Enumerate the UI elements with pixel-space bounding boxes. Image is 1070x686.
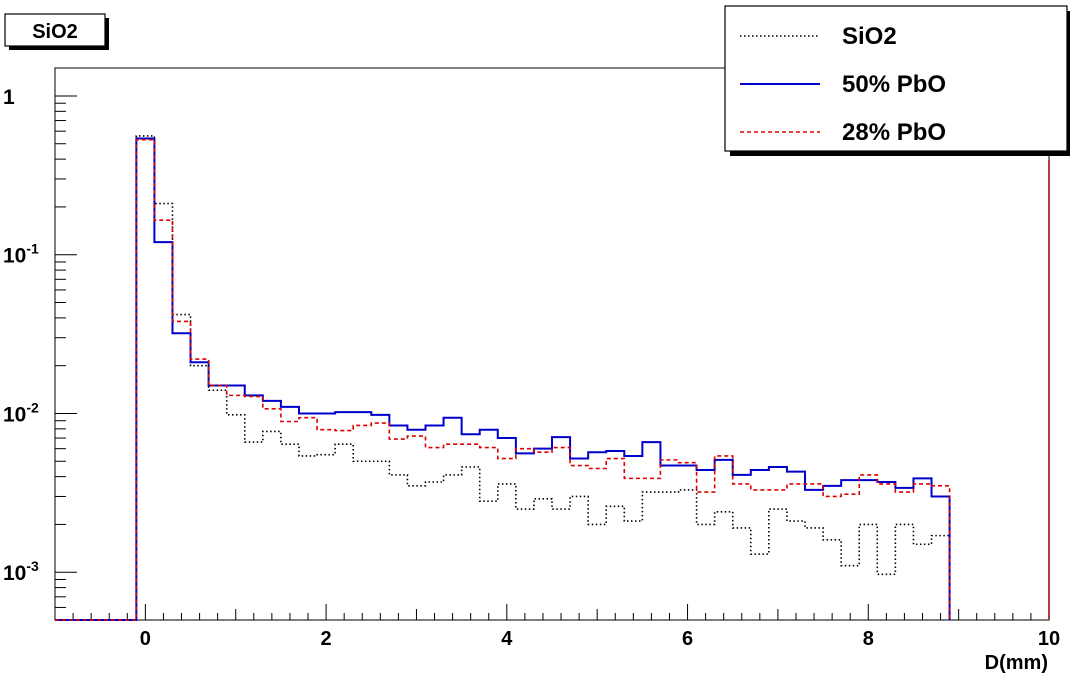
y-tick-label: 10-1 [3, 241, 39, 268]
x-tick-label: 6 [682, 628, 693, 650]
y-tick-label: 10-2 [3, 399, 39, 426]
title-box: SiO2 [4, 13, 109, 50]
title-box-label: SiO2 [32, 21, 78, 43]
x-tick-label: 10 [1038, 628, 1060, 650]
x-tick-label: 4 [501, 628, 513, 650]
legend: SiO2 50% PbO 28% PbO [724, 5, 1070, 156]
x-tick-label: 0 [140, 628, 151, 650]
series-line-28-pbo [55, 138, 951, 621]
legend-label: SiO2 [842, 23, 897, 50]
legend-label: 50% PbO [842, 71, 946, 98]
series-line-50-pbo [55, 137, 951, 621]
y-tick-label: 1 [3, 86, 15, 109]
y-tick-label: 10-3 [3, 558, 39, 585]
series-line-sio2 [55, 135, 951, 621]
legend-label: 28% PbO [842, 119, 946, 146]
x-tick-label: 8 [863, 628, 874, 650]
x-axis-title: D(mm) [985, 652, 1048, 674]
x-tick-label: 2 [321, 628, 332, 650]
